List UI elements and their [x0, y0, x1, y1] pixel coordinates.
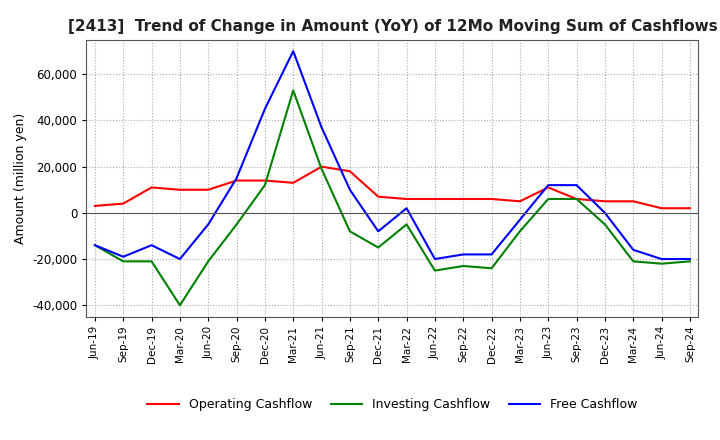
Free Cashflow: [487, 252, 496, 257]
Investing Cashflow: [176, 303, 184, 308]
Free Cashflow: [402, 205, 411, 211]
Investing Cashflow: [374, 245, 382, 250]
Investing Cashflow: [233, 222, 241, 227]
Legend: Operating Cashflow, Investing Cashflow, Free Cashflow: Operating Cashflow, Investing Cashflow, …: [143, 393, 642, 416]
Operating Cashflow: [657, 205, 666, 211]
Free Cashflow: [374, 229, 382, 234]
Free Cashflow: [685, 257, 694, 262]
Operating Cashflow: [261, 178, 269, 183]
Operating Cashflow: [431, 196, 439, 202]
Operating Cashflow: [204, 187, 212, 192]
Investing Cashflow: [204, 259, 212, 264]
Free Cashflow: [544, 183, 552, 188]
Operating Cashflow: [685, 205, 694, 211]
Investing Cashflow: [402, 222, 411, 227]
Title: [2413]  Trend of Change in Amount (YoY) of 12Mo Moving Sum of Cashflows: [2413] Trend of Change in Amount (YoY) o…: [68, 19, 717, 34]
Free Cashflow: [119, 254, 127, 259]
Investing Cashflow: [261, 183, 269, 188]
Operating Cashflow: [119, 201, 127, 206]
Operating Cashflow: [572, 196, 581, 202]
Operating Cashflow: [346, 169, 354, 174]
Line: Investing Cashflow: Investing Cashflow: [95, 90, 690, 305]
Operating Cashflow: [318, 164, 326, 169]
Investing Cashflow: [685, 259, 694, 264]
Investing Cashflow: [289, 88, 297, 93]
Operating Cashflow: [487, 196, 496, 202]
Operating Cashflow: [289, 180, 297, 185]
Operating Cashflow: [459, 196, 467, 202]
Free Cashflow: [176, 257, 184, 262]
Operating Cashflow: [148, 185, 156, 190]
Operating Cashflow: [544, 185, 552, 190]
Investing Cashflow: [148, 259, 156, 264]
Investing Cashflow: [431, 268, 439, 273]
Free Cashflow: [629, 247, 637, 253]
Free Cashflow: [657, 257, 666, 262]
Investing Cashflow: [516, 229, 524, 234]
Free Cashflow: [91, 242, 99, 248]
Operating Cashflow: [233, 178, 241, 183]
Free Cashflow: [318, 125, 326, 130]
Investing Cashflow: [459, 263, 467, 268]
Operating Cashflow: [176, 187, 184, 192]
Free Cashflow: [204, 222, 212, 227]
Operating Cashflow: [600, 198, 609, 204]
Line: Operating Cashflow: Operating Cashflow: [95, 167, 690, 208]
Free Cashflow: [346, 187, 354, 192]
Investing Cashflow: [119, 259, 127, 264]
Operating Cashflow: [402, 196, 411, 202]
Investing Cashflow: [600, 222, 609, 227]
Operating Cashflow: [516, 198, 524, 204]
Free Cashflow: [289, 48, 297, 54]
Investing Cashflow: [629, 259, 637, 264]
Operating Cashflow: [374, 194, 382, 199]
Free Cashflow: [431, 257, 439, 262]
Investing Cashflow: [544, 196, 552, 202]
Free Cashflow: [516, 217, 524, 222]
Operating Cashflow: [629, 198, 637, 204]
Free Cashflow: [459, 252, 467, 257]
Investing Cashflow: [657, 261, 666, 266]
Investing Cashflow: [572, 196, 581, 202]
Free Cashflow: [600, 210, 609, 216]
Free Cashflow: [148, 242, 156, 248]
Free Cashflow: [572, 183, 581, 188]
Y-axis label: Amount (million yen): Amount (million yen): [14, 113, 27, 244]
Investing Cashflow: [346, 229, 354, 234]
Investing Cashflow: [91, 242, 99, 248]
Operating Cashflow: [91, 203, 99, 209]
Line: Free Cashflow: Free Cashflow: [95, 51, 690, 259]
Investing Cashflow: [487, 266, 496, 271]
Investing Cashflow: [318, 166, 326, 172]
Free Cashflow: [261, 106, 269, 111]
Free Cashflow: [233, 176, 241, 181]
